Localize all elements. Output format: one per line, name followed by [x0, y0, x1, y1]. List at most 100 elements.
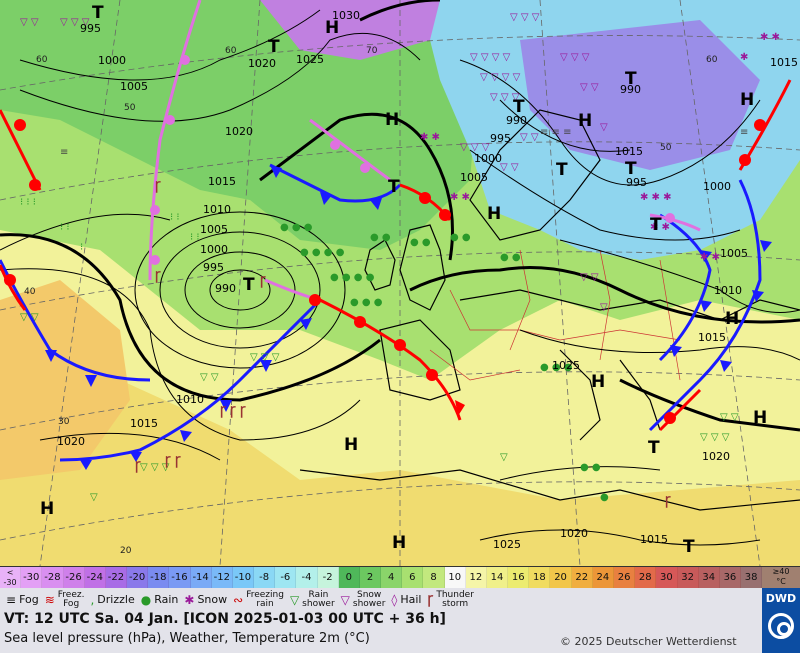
svg-text:▽ ▽: ▽ ▽ [580, 82, 599, 93]
svg-text:● ●: ● ● [370, 232, 391, 243]
low-center: T [388, 177, 400, 197]
svg-text:●: ● [600, 492, 609, 503]
scale-cell: -8 [254, 567, 276, 588]
svg-text:✱ ✱ ✱: ✱ ✱ ✱ [640, 192, 672, 203]
svg-text:▽ ▽ ▽: ▽ ▽ ▽ [60, 17, 90, 28]
swirl-icon [768, 613, 794, 639]
scale-unit: ≥40 °C [762, 566, 800, 588]
svg-text:● ● ●: ● ● ● [280, 222, 313, 233]
fog-icon: ≡ [6, 592, 17, 607]
low-center: T [648, 438, 660, 458]
pressure-label: 1010 [203, 203, 231, 216]
warm-front-black-sea [658, 388, 702, 432]
svg-text:▽ ▽ ▽: ▽ ▽ ▽ [250, 352, 280, 363]
copyright: © 2025 Deutscher Wetterdienst [560, 635, 737, 648]
info-bar: VT: 12 UTC Sa. 04 Jan. [ICON 2025-01-03 … [0, 611, 762, 653]
pressure-label: 1015 [130, 417, 158, 430]
temperature-scale: < -30 -30 -28 -26 -24 -22 -20 -18 -16 -14 -12 -10-… [0, 566, 763, 588]
svg-text:▽ ▽ ▽: ▽ ▽ ▽ [510, 12, 540, 23]
pressure-centers: T H T H T T H T T H H T T H H H H H T T … [40, 3, 767, 557]
svg-text:50: 50 [660, 143, 672, 153]
svg-text:● ● ●: ● ● ● [350, 297, 383, 308]
pressure-label: 1000 [200, 243, 228, 256]
high-center: H [591, 372, 605, 392]
temp-cool-zone [0, 0, 480, 250]
pressure-label: 990 [506, 114, 527, 127]
low-center: T [513, 97, 525, 117]
pressure-label: 1020 [225, 125, 253, 138]
scale-cell: -30 [21, 567, 43, 588]
coastlines [299, 109, 800, 511]
pressure-label: 1025 [493, 538, 521, 551]
scale-cell: -26 [63, 567, 85, 588]
scale-cell: 26 [613, 567, 636, 588]
pressure-label: 1020 [57, 435, 85, 448]
cold-front-biscay [59, 298, 322, 462]
svg-text:● ● ●: ● ● ● [540, 362, 573, 373]
temp-atlantic-warm [0, 280, 130, 480]
pressure-label: 1015 [615, 145, 643, 158]
scale-cell: 8 [423, 567, 445, 588]
cold-front-east [658, 213, 712, 362]
low-center: T [243, 275, 255, 295]
scale-cell: 38 [741, 567, 763, 588]
scale-cell: 16 [508, 567, 530, 588]
svg-text:▽ ▽ ▽ ▽: ▽ ▽ ▽ ▽ [480, 72, 521, 83]
svg-text:● ●: ● ● [410, 237, 431, 248]
pressure-label: 1015 [770, 56, 798, 69]
svg-text:⁝ ⁝: ⁝ ⁝ [60, 222, 70, 233]
pressure-label: 1000 [703, 180, 731, 193]
svg-text:▽ ▽: ▽ ▽ [20, 312, 39, 323]
pressure-label: 1000 [98, 54, 126, 67]
svg-text:▽: ▽ [600, 302, 608, 313]
freezing-fog-icon: ≋ [44, 592, 55, 607]
high-center: H [753, 408, 767, 428]
warm-front-france [319, 298, 462, 421]
pressure-label: 1005 [720, 247, 748, 260]
svg-text:▽ ▽: ▽ ▽ [200, 372, 219, 383]
temp-greenland-zone [260, 0, 440, 60]
temp-very-cold-zone [520, 20, 760, 170]
svg-text:▽ ▽ ▽: ▽ ▽ ▽ [140, 462, 170, 473]
svg-text:⁝ ⁝ ⁝: ⁝ ⁝ ⁝ [20, 197, 36, 208]
pressure-label: 1010 [714, 284, 742, 297]
legend-snow-shower: ▽ Snow shower [340, 589, 386, 609]
lat-labels: 60 50 40 30 20 60 70 60 50 [24, 46, 718, 556]
high-center: H [578, 111, 592, 131]
graticule [0, 0, 800, 566]
svg-text:Ꞅ: Ꞅ [155, 269, 161, 283]
svg-text:● ●: ● ● [450, 232, 471, 243]
scale-cell: 2 [359, 567, 382, 588]
scale-cell: -4 [296, 567, 318, 588]
scale-cell: -10 [232, 567, 255, 588]
scale-cell: 14 [486, 567, 509, 588]
scale-cell: 34 [698, 567, 720, 588]
low-center: T [683, 537, 695, 557]
legend-freezing-rain: ∾ Freezing rain [233, 589, 284, 609]
svg-text:70: 70 [366, 46, 378, 56]
svg-text:Ꞅ: Ꞅ [665, 494, 671, 508]
occlusion-north-sea [309, 118, 391, 182]
scale-cell: -14 [190, 567, 212, 588]
svg-text:▽ ▽ ▽: ▽ ▽ ▽ [560, 52, 590, 63]
thunder-symbols: Ꞅ Ꞅ Ꞅ Ꞅ Ꞅ Ꞅ Ꞅ Ꞅ Ꞅ Ꞅ [135, 179, 671, 508]
svg-text:▽ ▽ ▽: ▽ ▽ ▽ [490, 92, 520, 103]
pressure-label: 1020 [560, 527, 588, 540]
scale-cell: 32 [677, 567, 699, 588]
pressure-label: 1000 [474, 152, 502, 165]
pressure-label: 1015 [698, 331, 726, 344]
svg-text:Ꞅ Ꞅ: Ꞅ Ꞅ [165, 454, 181, 468]
scale-cell: 36 [719, 567, 742, 588]
pressure-label: 1020 [248, 57, 276, 70]
pressure-label: 1005 [460, 171, 488, 184]
scale-cell: 6 [402, 567, 424, 588]
country-borders [429, 249, 681, 381]
low-center: T [625, 69, 637, 89]
weather-legend: ≡ Fog ≋ Freez. Fog , Drizzle ● Rain ✱ Snow ∾ Fr… [0, 588, 762, 611]
svg-text:60: 60 [706, 55, 718, 65]
scale-cell: -18 [148, 567, 170, 588]
snow-shower-icon: ▽ [340, 592, 350, 607]
legend-rain: ● Rain [140, 592, 179, 607]
svg-text:● ● ● ●: ● ● ● ● [330, 272, 375, 283]
weather-map: ⁝ ⁝ ⁝ ⁝ ⁝ ⁝ ⁝ ⁝ ⁝ ⁝ ● ● ● ● ● ● ● ● ● ● ● ● ●… [0, 0, 800, 566]
